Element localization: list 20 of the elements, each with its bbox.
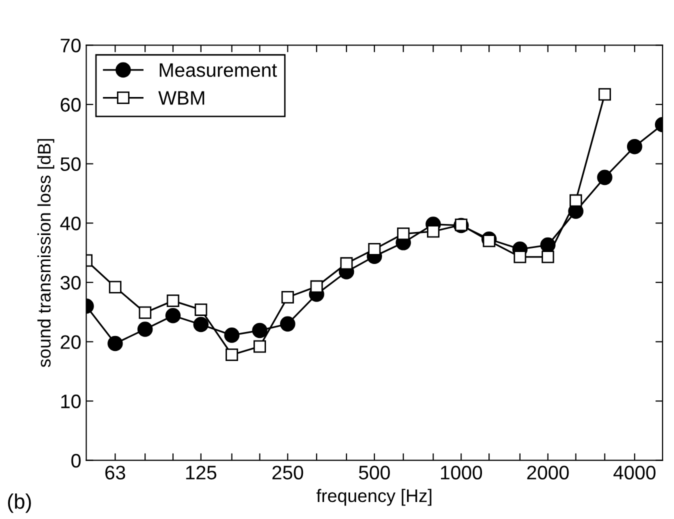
x-tick-label: 500 (358, 466, 390, 480)
x-tick-label: 125 (186, 466, 216, 480)
x-tick-label: 1000 (441, 466, 482, 480)
x-tick-label: 4000 (613, 466, 656, 480)
y-tick-label: 30 (60, 276, 81, 290)
x-tick-label: 2000 (527, 466, 569, 480)
legend-label: WBM (158, 91, 204, 105)
x-axis-title: frequency [Hz] (316, 488, 432, 506)
y-tick-label: 50 (60, 157, 81, 172)
x-tick-label: 250 (272, 466, 304, 480)
y-tick-label: 70 (60, 38, 81, 52)
y-tick-label: 40 (60, 216, 81, 230)
y-axis-title: sound transmission loss [dB] (37, 139, 54, 368)
text: (b) (8, 494, 31, 513)
y-tick-label: 60 (60, 98, 81, 112)
y-tick-label: 20 (60, 335, 81, 349)
x-tick-label: 63 (105, 466, 126, 480)
legend-label: Measurement (160, 63, 277, 77)
y-tick-label: 0 (71, 454, 81, 468)
y-tick-label: 10 (61, 394, 81, 408)
